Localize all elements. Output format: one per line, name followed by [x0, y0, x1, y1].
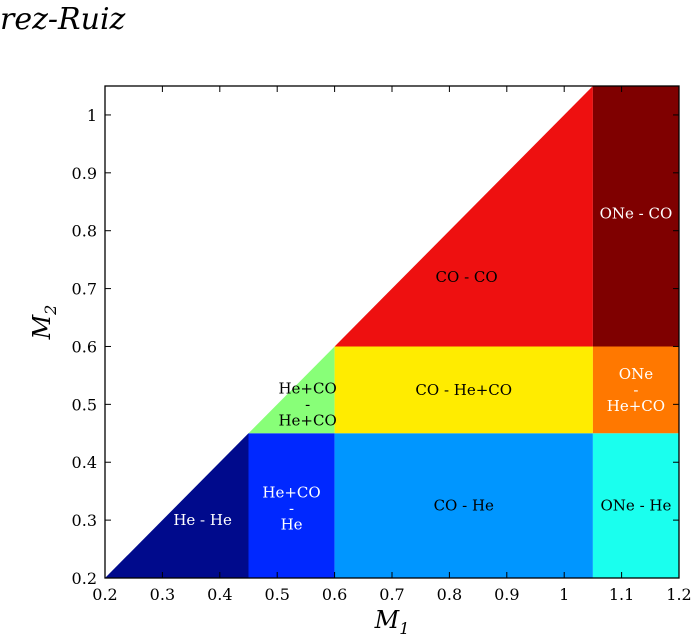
region-heco-heco	[248, 346, 335, 434]
region-label-line: He - He	[173, 511, 232, 529]
region-one-co	[592, 86, 679, 347]
region-label-co-he: CO - He	[434, 497, 494, 515]
y-tick-label: 1	[87, 106, 97, 125]
y-axis-label-main: M	[28, 313, 56, 340]
y-tick-label: 0.3	[72, 511, 97, 530]
region-label-co-heco: CO - He+CO	[415, 381, 512, 399]
region-label-line: He+CO	[278, 411, 336, 429]
region-label-one-heco: ONe -He+CO	[607, 365, 665, 415]
region-label-line: -	[289, 500, 294, 518]
region-co-he	[334, 433, 593, 578]
region-label-line: He+CO	[278, 379, 336, 397]
x-tick-label: 0.9	[494, 585, 519, 604]
region-label-line: CO - CO	[436, 268, 498, 286]
x-tick-label: 0.6	[322, 585, 347, 604]
y-tick-label: 0.9	[72, 164, 97, 183]
x-tick-label: 1.2	[666, 585, 691, 604]
region-label-line: He	[281, 516, 303, 534]
x-tick-label: 0.7	[379, 585, 404, 604]
region-heco-he	[248, 433, 335, 578]
region-label-line: ONe - He	[601, 497, 672, 515]
region-label-line: CO - He+CO	[415, 381, 512, 399]
x-tick-label: 0.8	[437, 585, 462, 604]
x-tick-label: 0.4	[207, 585, 232, 604]
x-axis-label-main: M	[374, 606, 401, 634]
x-axis-label-sub: 1	[399, 619, 409, 638]
region-label-heco-heco: He+CO -He+CO	[278, 379, 336, 429]
y-tick-label: 0.6	[72, 337, 97, 356]
y-tick-label: 0.4	[72, 453, 97, 472]
y-tick-label: 0.5	[72, 395, 97, 414]
region-label-he-he: He - He	[173, 511, 232, 529]
region-label-heco-he: He+CO -He	[262, 484, 320, 534]
region-co-co	[334, 86, 593, 347]
region-label-line: He+CO	[607, 397, 665, 415]
y-tick-label: 0.8	[72, 222, 97, 241]
x-tick-label: 0.3	[150, 585, 175, 604]
region-label-line: ONe - CO	[600, 204, 673, 222]
y-axis-ticks: 0.2 0.3 0.4 0.5 0.6 0.7 0.8 0.9 1	[72, 106, 679, 588]
region-label-line: -	[633, 381, 638, 399]
y-axis-label-sub: 2	[41, 305, 60, 316]
page-header-text: rez-Ruiz	[0, 2, 126, 37]
region-one-heco	[592, 346, 679, 434]
region-label-line: CO - He	[434, 497, 494, 515]
region-one-he	[592, 433, 679, 578]
y-axis-label: M2	[28, 305, 60, 341]
x-tick-label: 0.2	[92, 585, 117, 604]
region-he-he	[105, 433, 249, 578]
region-label-one-he: ONe - He	[601, 497, 672, 515]
region-label-line: He+CO	[262, 484, 320, 502]
y-tick-label: 0.7	[72, 280, 97, 299]
x-tick-label: 0.5	[264, 585, 289, 604]
x-tick-label: 1.1	[609, 585, 634, 604]
region-label-line: ONe	[619, 365, 653, 383]
x-axis-ticks: 0.2 0.3 0.4 0.5 0.6 0.7 0.8 0.9 1 1.1 1.2	[92, 86, 692, 604]
chart-regions	[105, 86, 679, 578]
region-label-co-co: CO - CO	[436, 268, 498, 286]
x-tick-label: 1	[559, 585, 569, 604]
region-co-heco	[334, 346, 593, 434]
region-label-one-co: ONe - CO	[600, 204, 673, 222]
x-axis-label: M1	[374, 606, 410, 638]
region-label-line: -	[305, 395, 310, 413]
y-tick-label: 0.2	[72, 569, 97, 588]
